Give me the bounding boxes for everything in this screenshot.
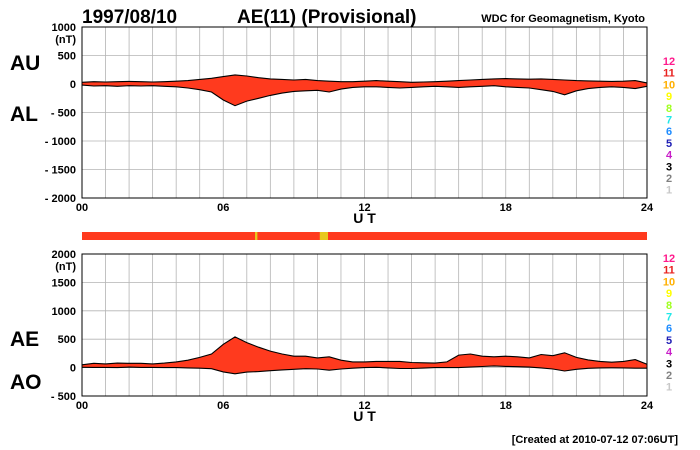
station-scale-label: 10 bbox=[663, 276, 675, 288]
series-line-al bbox=[81, 84, 648, 107]
x-tick-label: 00 bbox=[76, 400, 88, 412]
y-unit-label: (nT) bbox=[55, 261, 76, 273]
station-scale-label: 2 bbox=[666, 173, 672, 185]
fill-band bbox=[82, 74, 647, 106]
y-tick-label: - 2000 bbox=[45, 193, 76, 205]
lower-index-label: AO bbox=[10, 371, 42, 394]
x-tick-label: 18 bbox=[500, 202, 512, 214]
y-tick-label: - 1000 bbox=[45, 136, 76, 148]
station-scale-label: 4 bbox=[666, 347, 673, 359]
y-tick-label: 500 bbox=[58, 51, 76, 63]
y-tick-label: 2000 bbox=[52, 249, 76, 261]
y-unit-label: (nT) bbox=[55, 34, 76, 46]
y-tick-label: 1500 bbox=[52, 277, 76, 289]
station-scale-label: 7 bbox=[666, 312, 672, 324]
y-tick-label: - 500 bbox=[51, 108, 76, 120]
station-scale-label: 6 bbox=[666, 323, 672, 335]
chart-title: AE(11) (Provisional) bbox=[237, 7, 417, 28]
upper-index-label: AU bbox=[10, 52, 40, 75]
station-scale-label: 3 bbox=[666, 358, 672, 370]
grid bbox=[82, 254, 647, 396]
panel-au-al: 1000 500 0 - 500 - 1000 - 1500 - 2000 (nT) 00 06 1… bbox=[10, 22, 654, 226]
series-line-ao bbox=[81, 365, 647, 375]
station-scale-label: 12 bbox=[663, 253, 675, 265]
grid bbox=[82, 27, 647, 198]
plot-frame bbox=[81, 26, 648, 199]
y-tick-label: 1000 bbox=[52, 22, 76, 34]
station-scale-label: 8 bbox=[666, 300, 672, 312]
y-tick-label: - 500 bbox=[51, 391, 76, 403]
station-bar-segment bbox=[255, 232, 258, 240]
station-scale-label: 4 bbox=[666, 150, 673, 162]
station-count-bar bbox=[82, 232, 647, 240]
created-timestamp: [Created at 2010-07-12 07:06UT] bbox=[512, 434, 679, 446]
station-bar-segment bbox=[319, 232, 329, 240]
y-tick-label: - 1500 bbox=[45, 165, 76, 177]
y-tick-label: 1000 bbox=[52, 306, 76, 318]
station-scale-label: 11 bbox=[663, 265, 675, 277]
x-tick-label: 12 bbox=[358, 202, 370, 214]
station-scale-label: 3 bbox=[666, 161, 672, 173]
station-scale-label: 1 bbox=[666, 185, 672, 197]
station-scale-label: 10 bbox=[663, 79, 675, 91]
x-tick-label: 12 bbox=[358, 400, 370, 412]
x-tick-label: 06 bbox=[217, 202, 229, 214]
station-scale-label: 2 bbox=[666, 370, 672, 382]
x-tick-label: 18 bbox=[500, 400, 512, 412]
plot-frame bbox=[81, 253, 648, 397]
panel-ae-ao: 2000 1500 1000 500 0 - 500 (nT) 00 06 12 18 24 U T AE… bbox=[10, 249, 654, 424]
lower-index-label: AL bbox=[10, 103, 38, 126]
station-scale-label: 1 bbox=[666, 382, 672, 394]
y-tick-label: 0 bbox=[70, 79, 76, 91]
x-axis-label: U T bbox=[353, 408, 376, 424]
y-tick-label: 0 bbox=[70, 363, 76, 375]
upper-index-label: AE bbox=[10, 328, 39, 351]
x-axis-label: U T bbox=[353, 210, 376, 226]
station-scale-label: 12 bbox=[663, 56, 675, 68]
station-scale-label: 5 bbox=[666, 335, 672, 347]
x-tick-label: 24 bbox=[641, 202, 654, 214]
x-tick-label: 00 bbox=[76, 202, 88, 214]
series-line-au bbox=[81, 74, 648, 84]
series-line-ae bbox=[81, 336, 648, 366]
station-scale-label: 7 bbox=[666, 115, 672, 127]
station-scale-label: 11 bbox=[663, 68, 675, 80]
station-scale-label: 9 bbox=[666, 91, 672, 103]
station-scale-label: 6 bbox=[666, 126, 672, 138]
x-tick-label: 24 bbox=[641, 400, 654, 412]
station-bar-segment bbox=[82, 232, 647, 240]
fill-band bbox=[82, 336, 647, 374]
y-tick-label: 500 bbox=[58, 334, 76, 346]
chart-date: 1997/08/10 bbox=[82, 7, 177, 28]
x-tick-label: 06 bbox=[217, 400, 229, 412]
station-scale-label: 9 bbox=[666, 288, 672, 300]
data-source: WDC for Geomagnetism, Kyoto bbox=[481, 13, 645, 25]
station-scale-label: 8 bbox=[666, 103, 672, 115]
station-scale-label: 5 bbox=[666, 138, 672, 150]
